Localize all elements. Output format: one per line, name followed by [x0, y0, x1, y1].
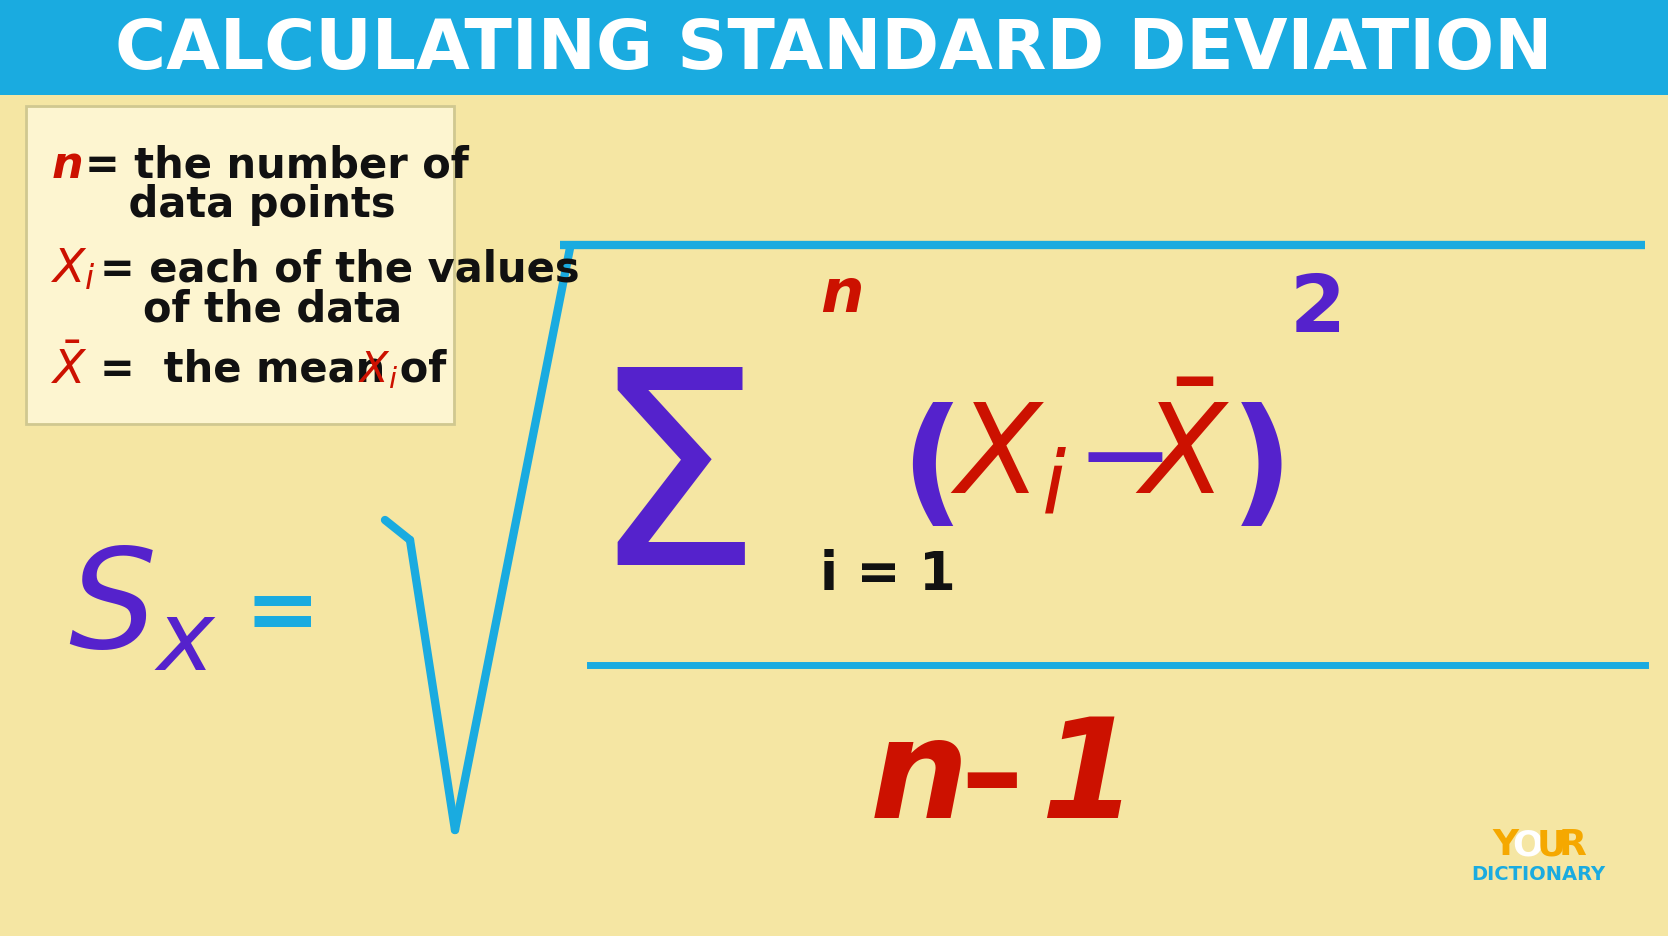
Text: $X_i$: $X_i$: [359, 349, 399, 391]
FancyBboxPatch shape: [27, 106, 454, 424]
Text: = the number of: = the number of: [85, 144, 469, 186]
Text: $X_i$: $X_i$: [50, 247, 95, 293]
Text: i = 1: i = 1: [821, 549, 956, 601]
Text: Y: Y: [1491, 828, 1518, 862]
Text: ): ): [1229, 402, 1293, 537]
Text: of the data: of the data: [85, 289, 402, 331]
Text: CALCULATING STANDARD DEVIATION: CALCULATING STANDARD DEVIATION: [115, 17, 1553, 83]
Text: =  the mean of: = the mean of: [100, 349, 460, 391]
Text: R: R: [1560, 828, 1586, 862]
Text: n: n: [871, 712, 969, 847]
Text: –: –: [961, 720, 1022, 841]
Text: U: U: [1536, 828, 1566, 862]
Text: O: O: [1513, 828, 1543, 862]
Text: (: (: [901, 402, 964, 537]
Text: $\bar{X}$: $\bar{X}$: [1134, 400, 1231, 520]
Text: $\bar{X}$: $\bar{X}$: [50, 346, 87, 394]
Text: 2: 2: [1289, 271, 1346, 349]
Text: $\Sigma$: $\Sigma$: [590, 359, 746, 621]
Text: data points: data points: [85, 184, 395, 226]
Text: n: n: [821, 266, 864, 325]
Bar: [0, 0, 1668, 95]
Text: $-$: $-$: [1074, 402, 1163, 518]
Text: = each of the values: = each of the values: [100, 249, 579, 291]
Text: n: n: [52, 143, 83, 186]
Text: $S_x$: $S_x$: [68, 543, 217, 678]
Text: $X_i$: $X_i$: [951, 400, 1068, 520]
Text: =: =: [245, 571, 320, 659]
Text: DICTIONARY: DICTIONARY: [1471, 865, 1605, 884]
Text: 1: 1: [1041, 712, 1136, 847]
